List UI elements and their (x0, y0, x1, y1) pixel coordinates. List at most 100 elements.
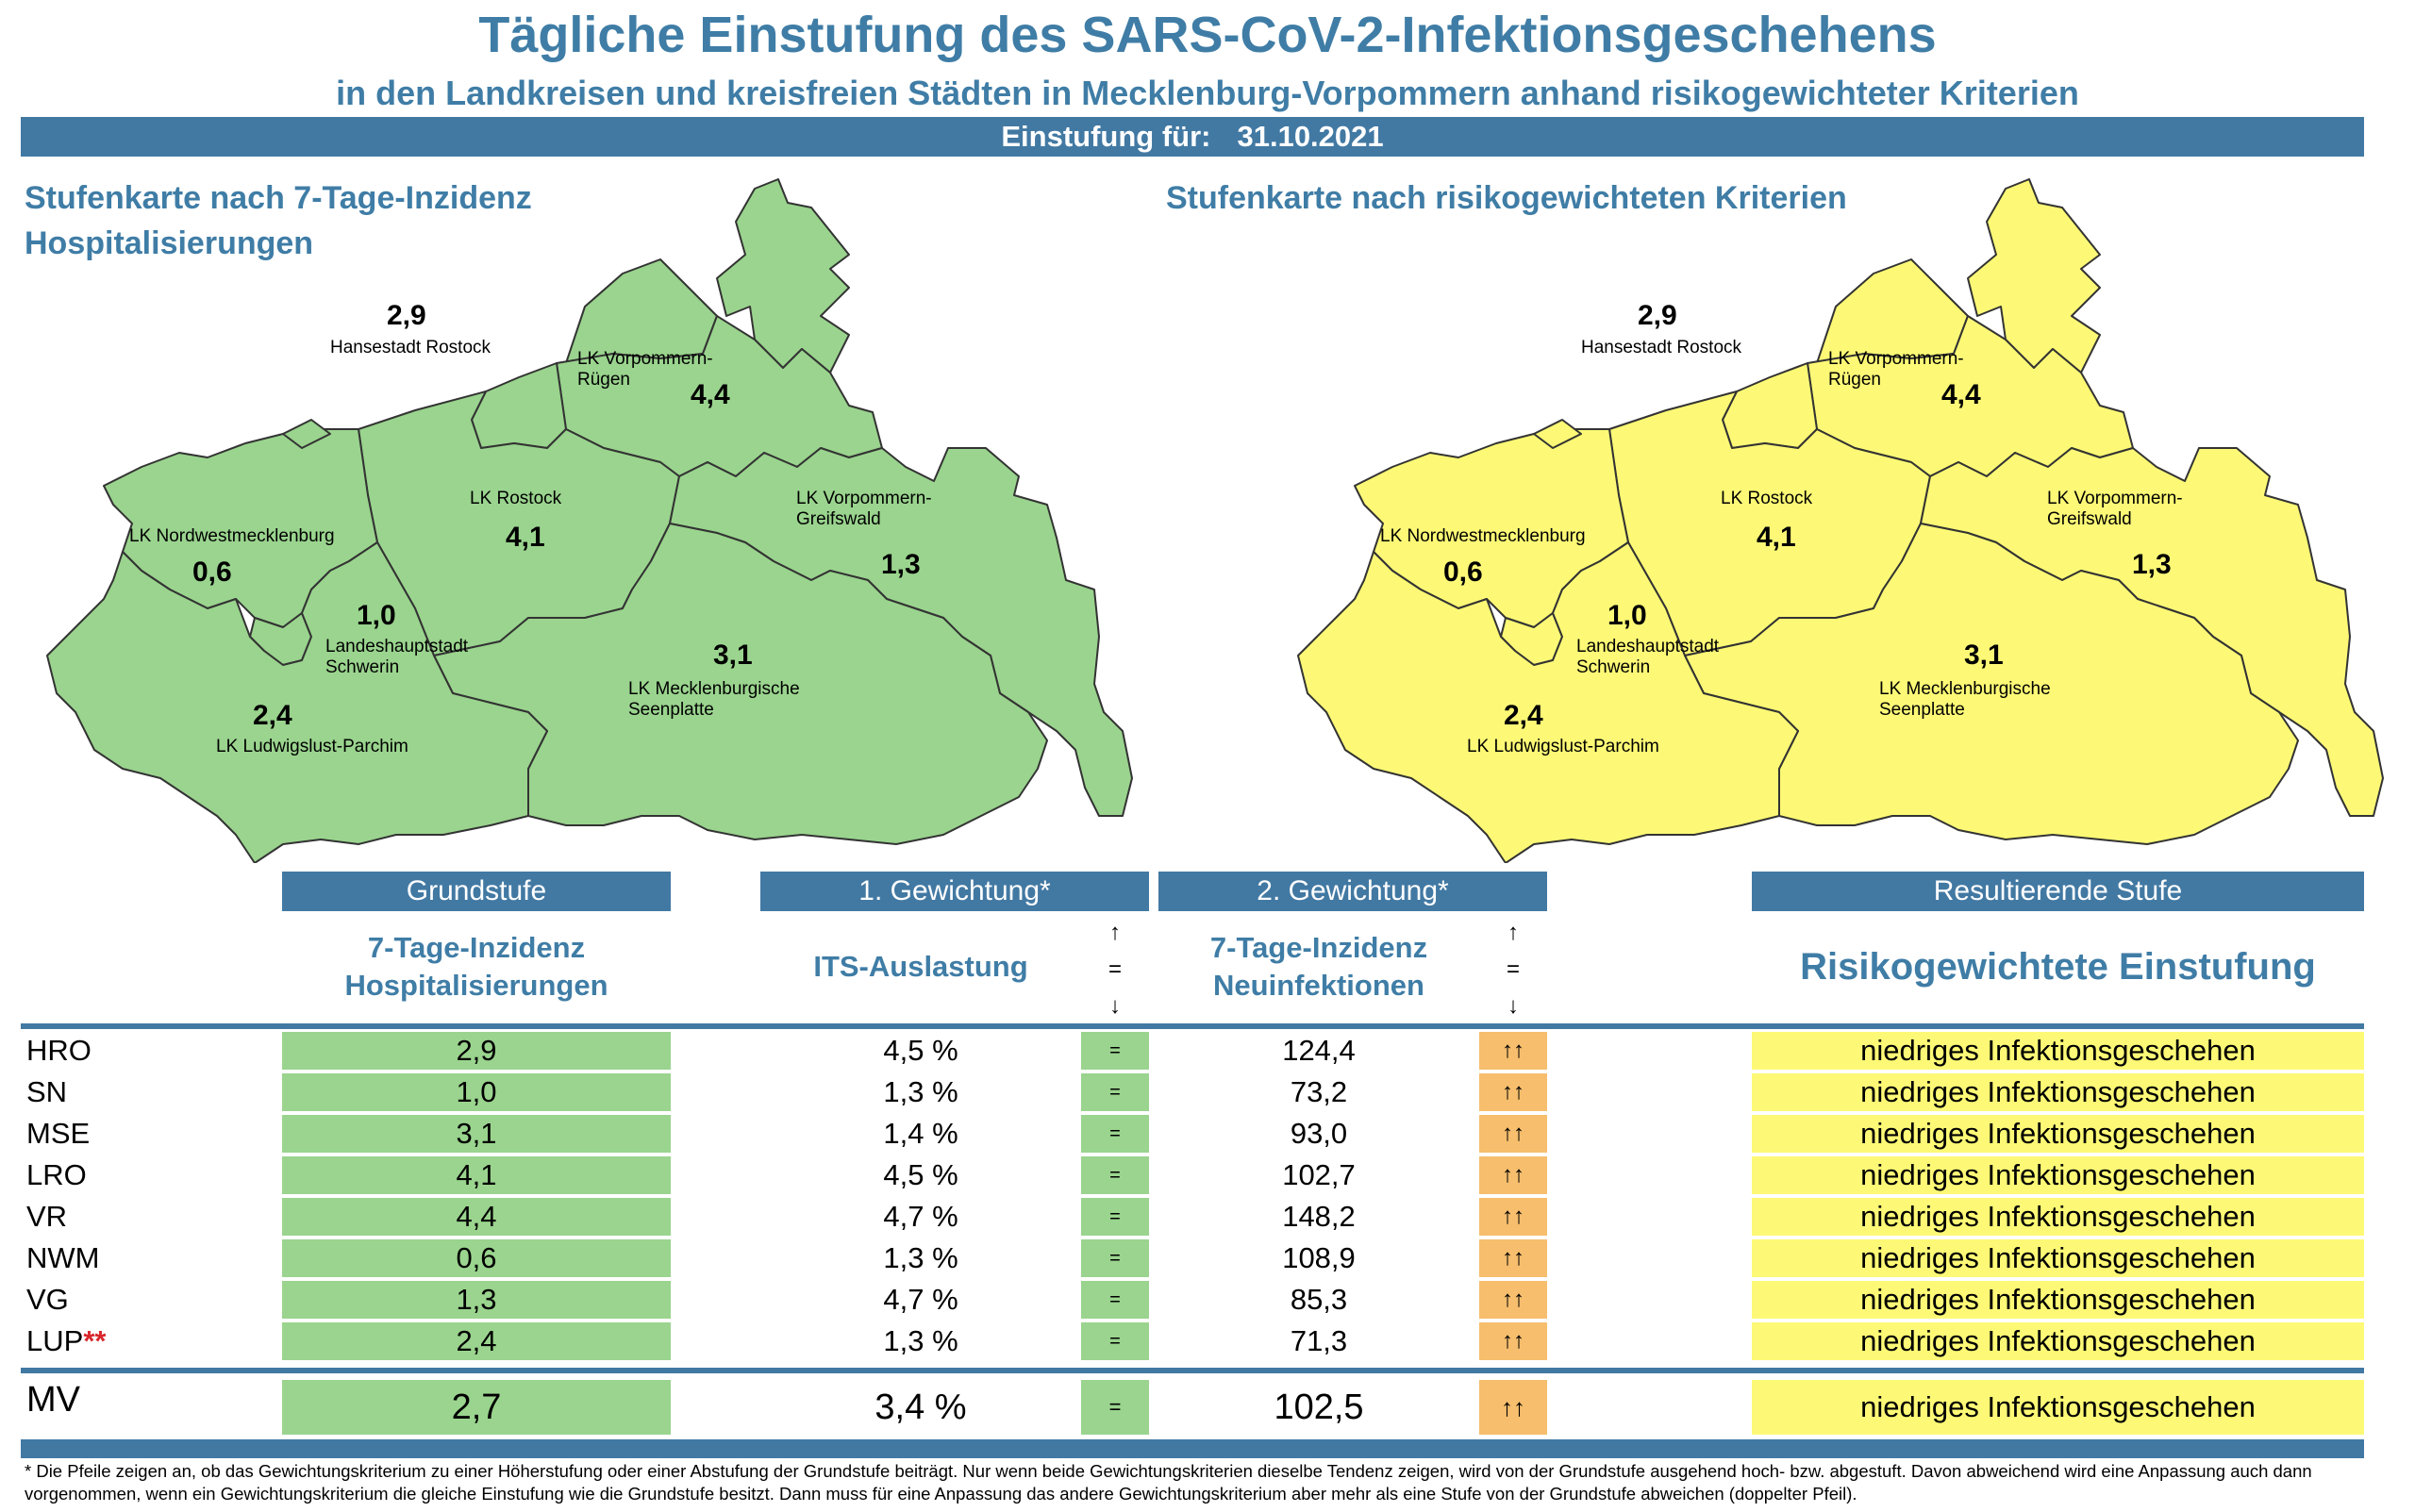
subheader-resultierend: Risikogewichtete Einstufung (1800, 946, 2316, 988)
left-map-title: Stufenkarte nach 7-Tage-Inzidenz Hospita… (25, 175, 532, 266)
arrow-up-icon: ↑ (1507, 920, 1519, 945)
row-result: niedriges Infektionsgeschehen (1752, 1239, 2364, 1277)
region-label: LK Rostock (1721, 489, 1812, 509)
trend-legend-inzidenz: ↑ = ↓ (1494, 914, 1532, 1024)
region-name-line2: Rügen (1828, 370, 1881, 390)
region-label: LK Vorpommern- Greifswald (2047, 489, 2183, 530)
header-gewichtung1: 1. Gewichtung* (760, 872, 1149, 911)
region-name-line1: Landeshauptstadt (325, 637, 469, 656)
header-gewichtung2: 2. Gewichtung* (1158, 872, 1547, 911)
region-poel-island (282, 419, 331, 449)
row-inz-trend: ↑↑ (1479, 1032, 1547, 1070)
row-hosp-value: 1,3 (282, 1281, 671, 1319)
left-map-title-line2: Hospitalisierungen (25, 225, 314, 261)
region-label: LK Mecklenburgische Seenplatte (628, 679, 800, 721)
page-subtitle: in den Landkreisen und kreisfreien Städt… (336, 74, 2079, 112)
region-fischland (565, 258, 718, 364)
table-row: MSE 3,1 1,4 % = 93,0 ↑↑ niedriges Infektionsge… (0, 1115, 2415, 1153)
table-total-divider (21, 1368, 2364, 1373)
row-inz-value: 102,5 (1274, 1387, 1364, 1427)
region-name-line1: Landeshauptstadt (1576, 637, 1720, 656)
row-inz-trend: ↑↑ (1479, 1198, 1547, 1236)
row-code: VR (26, 1200, 68, 1233)
region-ruegen-island (1967, 178, 2101, 374)
row-code: NWM (26, 1241, 100, 1274)
row-hosp-value: 2,9 (282, 1032, 671, 1070)
table-bottom-bar (21, 1439, 2364, 1458)
region-name-line1: LK Nordwestmecklenburg (1380, 526, 1586, 546)
map-svg (1297, 178, 2384, 864)
region-value: 0,6 (1443, 557, 1483, 588)
region-name-line1: Hansestadt Rostock (330, 338, 491, 357)
row-inz-value: 108,9 (1282, 1241, 1356, 1274)
region-name-line1: LK Mecklenburgische (628, 679, 800, 699)
arrow-down-icon: ↓ (1109, 993, 1121, 1019)
arrow-up-icon: ↑ (1109, 920, 1121, 945)
row-inz-value: 71,3 (1290, 1324, 1348, 1357)
map-hospitalization (0, 165, 1151, 864)
row-inz-value: 148,2 (1282, 1200, 1356, 1233)
region-label: LK Mecklenburgische Seenplatte (1879, 679, 2051, 721)
row-its-value: 4,5 % (883, 1034, 958, 1067)
region-name-line2: Greifswald (796, 509, 881, 529)
region-value: 3,1 (1964, 640, 2004, 671)
row-hosp-value: 4,4 (282, 1198, 671, 1236)
region-fischland (1816, 258, 1969, 364)
region-name-line1: LK Rostock (1721, 489, 1813, 508)
trend-legend-its: ↑ = ↓ (1096, 914, 1134, 1024)
date-bar: Einstufung für: 31.10.2021 (21, 117, 2364, 157)
row-its-trend: = (1081, 1239, 1149, 1277)
row-hosp-value: 1,0 (282, 1073, 671, 1111)
region-value: 1,0 (357, 600, 396, 631)
row-its-value: 1,3 % (883, 1324, 958, 1357)
date-value: 31.10.2021 (1237, 120, 1384, 153)
region-label: Hansestadt Rostock (1581, 338, 1741, 358)
row-code: HRO (26, 1034, 92, 1067)
map-risk-weighted (1251, 165, 2402, 864)
region-label: LK Vorpommern- Rügen (1828, 349, 1964, 390)
table-row-total: MV 2,7 3,4 % = 102,5 ↑↑ niedriges Infekt… (0, 1380, 2415, 1435)
table-top-divider (21, 1023, 2364, 1029)
table-row: LRO 4,1 4,5 % = 102,7 ↑↑ niedriges Infektionsg… (0, 1156, 2415, 1194)
row-inz-value: 102,7 (1282, 1158, 1356, 1191)
table-row: SN 1,0 1,3 % = 73,2 ↑↑ niedriges Infektionsges… (0, 1073, 2415, 1111)
region-label: Landeshauptstadt Schwerin (1576, 637, 1719, 678)
region-value: 0,6 (192, 557, 232, 588)
region-name-line2: Schwerin (1576, 657, 1651, 677)
table-row: HRO 2,9 4,5 % = 124,4 ↑↑ niedriges Infektionsg… (0, 1032, 2415, 1070)
row-inz-trend: ↑↑ (1479, 1380, 1547, 1435)
region-label: LK Vorpommern- Rügen (577, 349, 713, 390)
table-row: VR 4,4 4,7 % = 148,2 ↑↑ niedriges Infektionsge… (0, 1198, 2415, 1236)
region-mecklenburgische-seenplatte (1684, 523, 2299, 845)
row-inz-trend: ↑↑ (1479, 1156, 1547, 1194)
row-code: LUP ** (26, 1324, 107, 1357)
row-its-trend: = (1081, 1073, 1149, 1111)
row-result: niedriges Infektionsgeschehen (1752, 1073, 2364, 1111)
region-label: Landeshauptstadt Schwerin (325, 637, 468, 678)
row-code: MSE (26, 1117, 91, 1150)
region-hansestadt-rostock (471, 362, 567, 449)
row-hosp-value: 2,4 (282, 1322, 671, 1360)
region-label: LK Vorpommern- Greifswald (796, 489, 932, 530)
row-its-value: 1,4 % (883, 1117, 958, 1150)
row-hosp-value: 3,1 (282, 1115, 671, 1153)
arrow-down-icon: ↓ (1507, 993, 1519, 1019)
region-ludwigslust-parchim (1297, 541, 1799, 864)
page-title: Tägliche Einstufung des SARS-CoV-2-Infek… (478, 7, 1937, 63)
row-result: niedriges Infektionsgeschehen (1752, 1156, 2364, 1194)
row-its-trend: = (1081, 1115, 1149, 1153)
region-value: 3,1 (713, 640, 753, 671)
row-code: LRO (26, 1158, 87, 1191)
row-its-value: 4,7 % (883, 1200, 958, 1233)
region-name-line1: LK Ludwigslust-Parchim (216, 737, 408, 756)
header-grundstufe: Grundstufe (282, 872, 671, 911)
row-result: niedriges Infektionsgeschehen (1752, 1380, 2364, 1435)
row-inz-value: 124,4 (1282, 1034, 1356, 1067)
equals-icon: = (1506, 956, 1520, 982)
row-its-value: 3,4 % (874, 1387, 967, 1427)
region-name-line1: LK Ludwigslust-Parchim (1467, 737, 1659, 756)
row-its-value: 1,3 % (883, 1075, 958, 1108)
region-name-line1: LK Vorpommern- (2047, 489, 2183, 508)
table-row: LUP ** 2,4 1,3 % = 71,3 ↑↑ niedriges Infektions… (0, 1322, 2415, 1360)
footnote: * Die Pfeile zeigen an, ob das Gewichtun… (25, 1461, 2312, 1504)
